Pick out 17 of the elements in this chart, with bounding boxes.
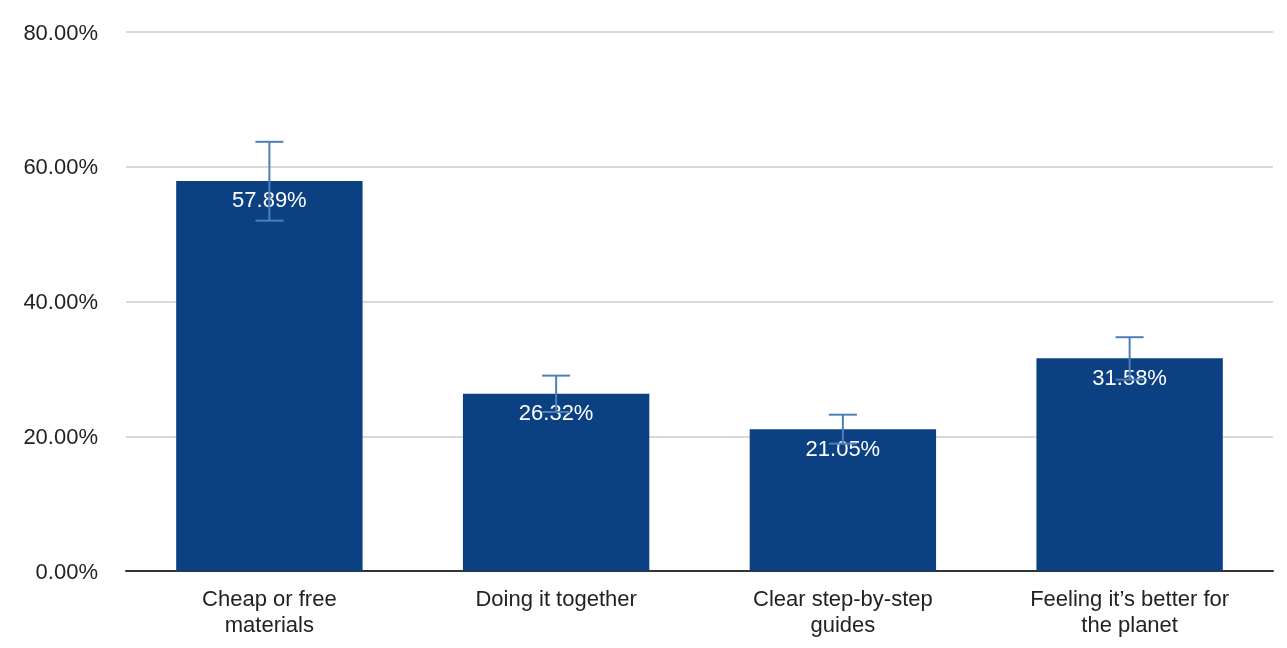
data-label: 57.89% <box>232 187 307 213</box>
y-tick-label: 80.00% <box>23 19 98 45</box>
data-label: 31.58% <box>1092 364 1167 390</box>
y-tick-label: 40.00% <box>23 289 98 314</box>
x-tick-label: Doing it together <box>475 585 637 611</box>
data-label: 21.05% <box>805 435 881 461</box>
bar <box>462 393 650 571</box>
x-tick-label: Feeling it’s better for the planet <box>1030 585 1230 637</box>
y-tick-label: 20.00% <box>23 423 98 449</box>
x-tick-label: Cheap or free materials <box>202 585 337 637</box>
y-tick-label: 60.00% <box>23 154 98 180</box>
bar <box>176 180 363 571</box>
y-tick-label: 0.00% <box>35 558 98 584</box>
x-tick-label: Clear step-by-step guides <box>753 585 933 637</box>
bar <box>749 429 937 571</box>
data-label: 26.32% <box>518 400 594 426</box>
bar <box>1036 358 1223 571</box>
